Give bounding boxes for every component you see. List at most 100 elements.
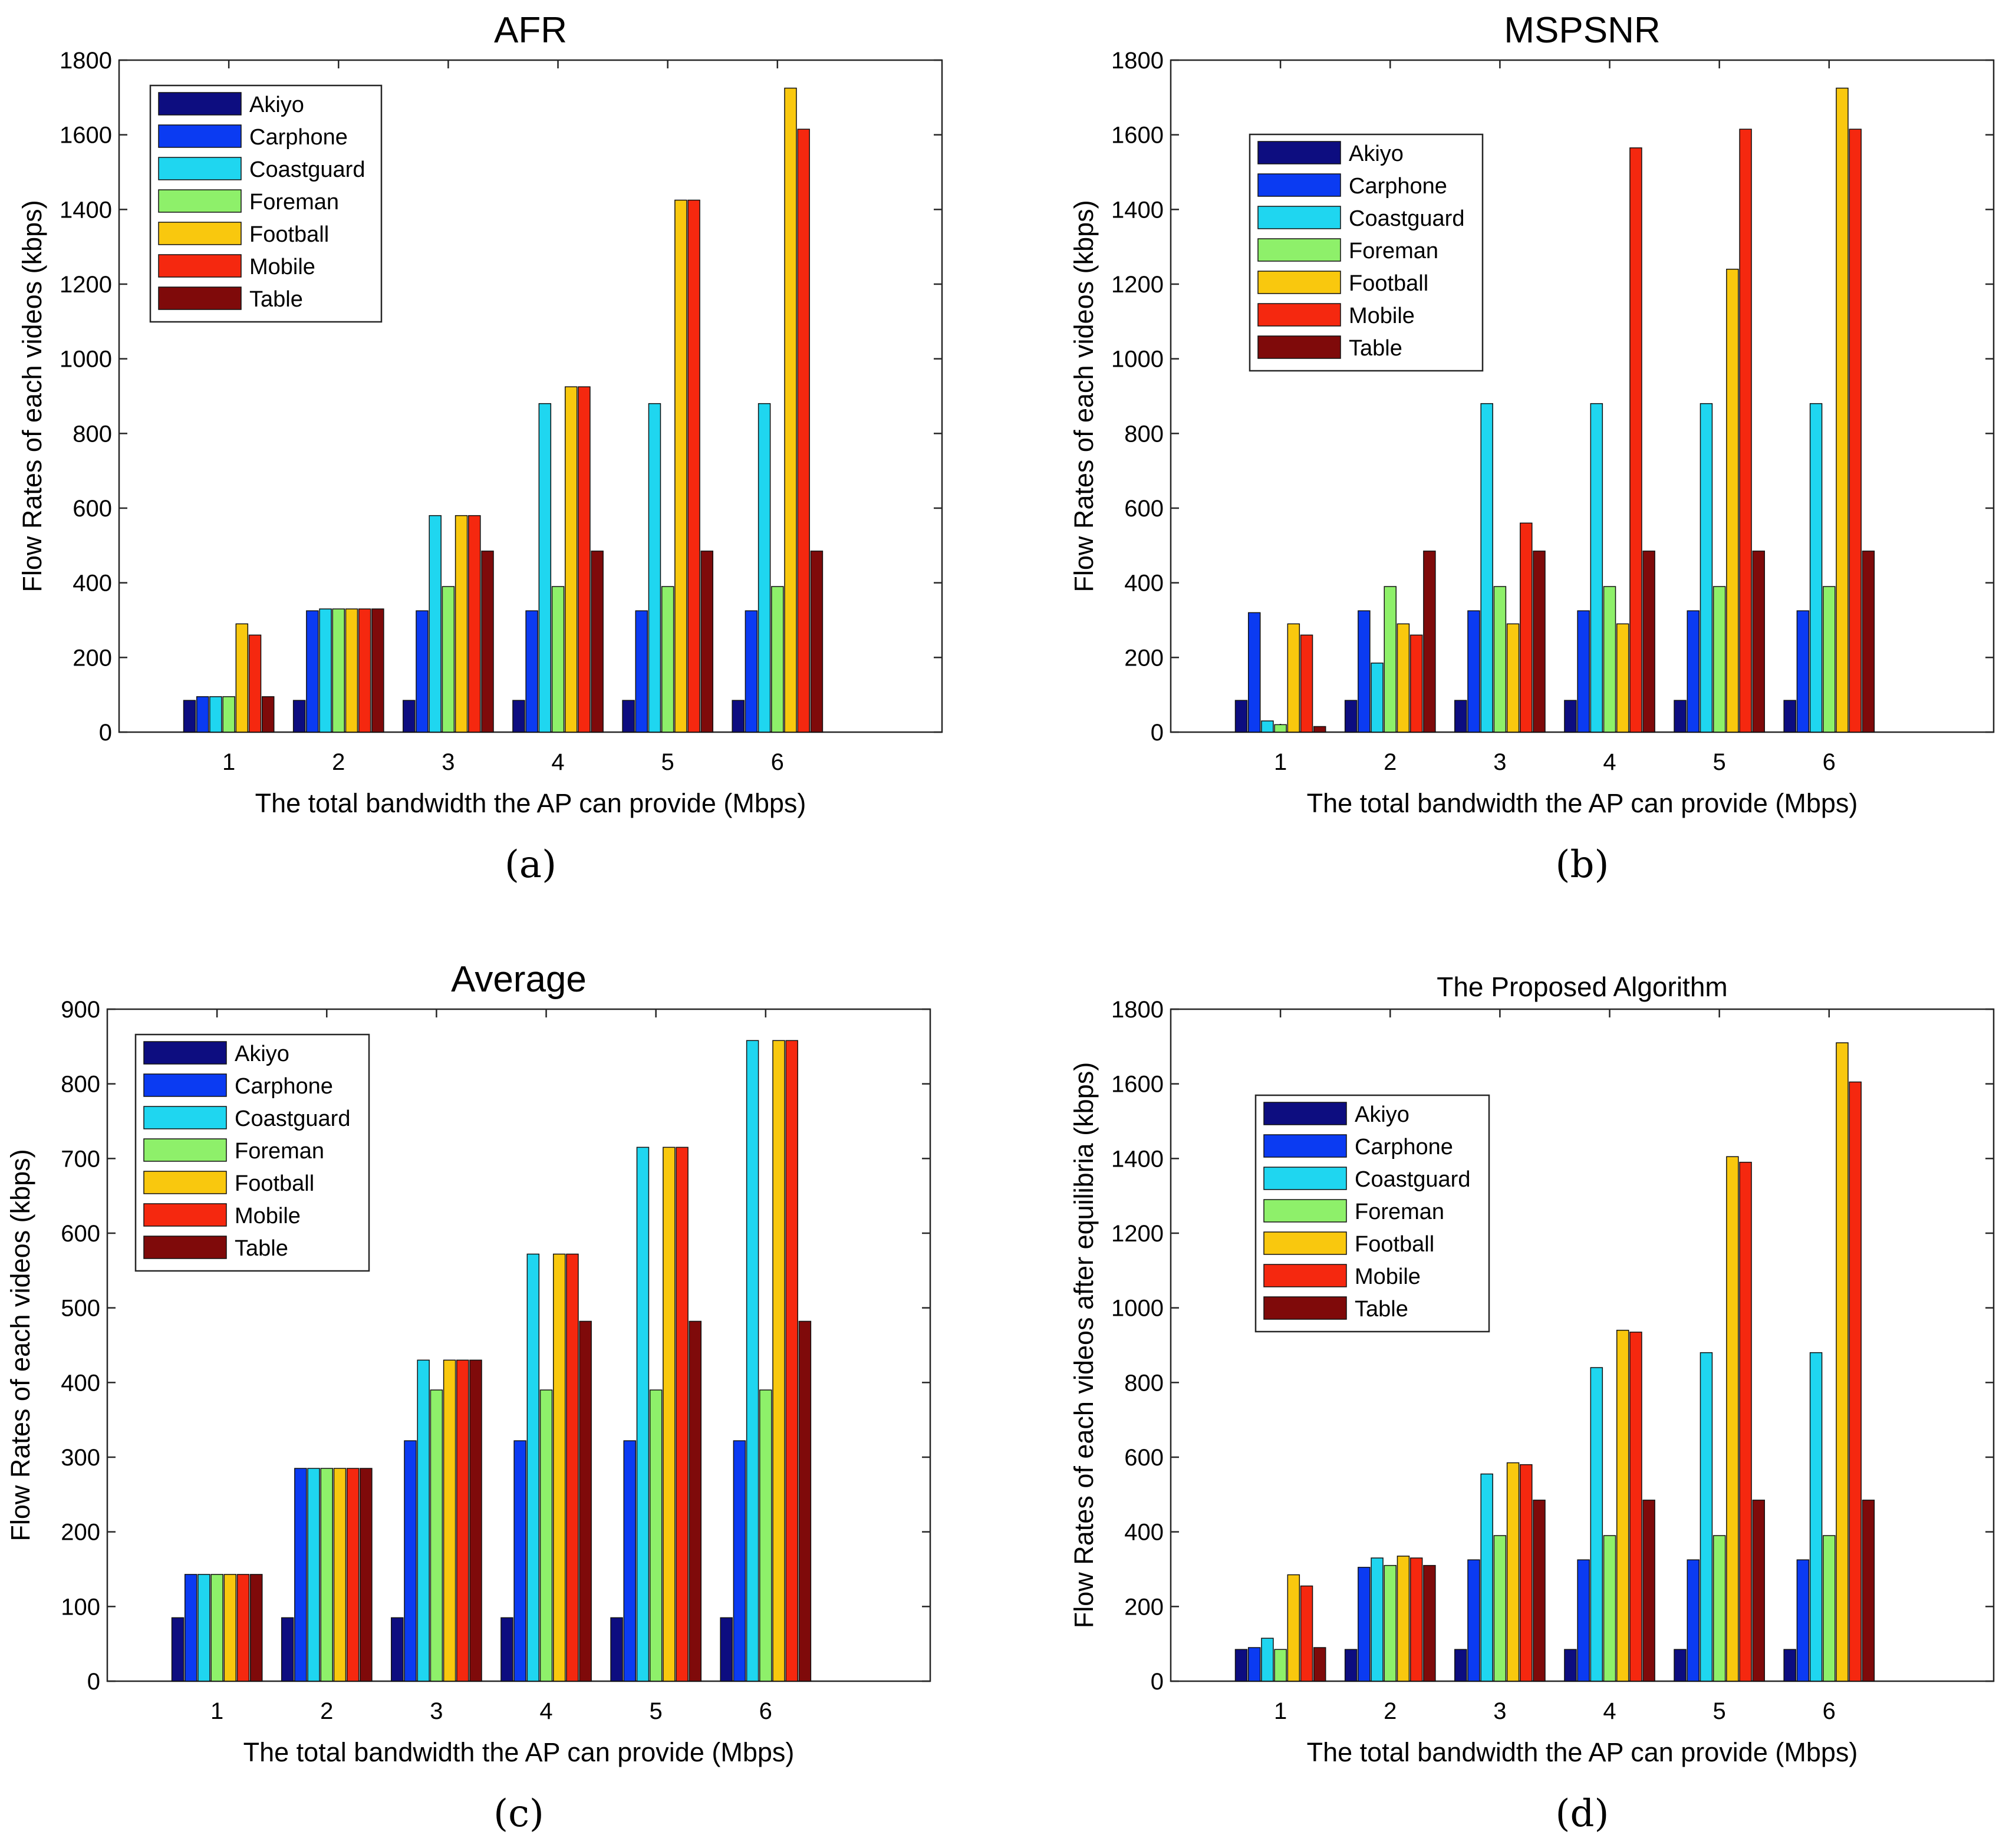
y-tick-label: 1000 bbox=[1111, 347, 1164, 373]
y-tick-label: 100 bbox=[61, 1594, 100, 1620]
chart-panel-a: 0 200 400 600 800 1000 1200 1400 1600 1800 1 2 3 4 5 6 T… bbox=[17, 10, 943, 887]
chart-title: AFR bbox=[494, 10, 567, 51]
x-tick-label: 5 bbox=[661, 749, 674, 775]
legend-label: Football bbox=[1355, 1232, 1434, 1257]
y-tick-label: 1800 bbox=[1111, 997, 1164, 1023]
bar-mobile bbox=[1629, 1332, 1642, 1682]
legend-swatch-foreman bbox=[1257, 238, 1341, 262]
bar-coastguard bbox=[1809, 1352, 1823, 1682]
y-tick-label: 400 bbox=[61, 1370, 100, 1396]
bar-akiyo bbox=[500, 1617, 513, 1682]
bar-foreman bbox=[1603, 1535, 1616, 1682]
x-tick-label: 4 bbox=[539, 1698, 552, 1724]
bar-foreman bbox=[222, 696, 235, 733]
y-tick-label: 0 bbox=[1151, 720, 1164, 746]
bar-akiyo bbox=[1344, 1649, 1358, 1682]
legend-label: Table bbox=[249, 287, 303, 312]
y-tick-label: 1600 bbox=[1111, 1072, 1164, 1098]
y-tick-label: 0 bbox=[99, 720, 112, 746]
bar-foreman bbox=[1493, 1535, 1507, 1682]
x-tick-label: 3 bbox=[442, 749, 455, 775]
bar-coastguard bbox=[1371, 663, 1384, 733]
legend-swatch-coastguard bbox=[158, 157, 242, 180]
bar-foreman bbox=[539, 1389, 553, 1682]
bar-coastguard bbox=[1809, 403, 1823, 733]
legend-swatch-mobile bbox=[1263, 1264, 1347, 1287]
x-tick-label: 6 bbox=[759, 1698, 772, 1724]
bar-football bbox=[235, 623, 249, 733]
bar-table bbox=[798, 1320, 812, 1682]
bar-football bbox=[552, 1253, 566, 1682]
y-tick-label: 1200 bbox=[1111, 1221, 1164, 1247]
bar-football bbox=[1506, 1462, 1520, 1682]
legend-swatch-table bbox=[1263, 1296, 1347, 1320]
x-tick-label: 5 bbox=[1713, 749, 1726, 775]
bar-football bbox=[443, 1359, 456, 1682]
x-axis-label: The total bandwidth the AP can provide (… bbox=[255, 788, 806, 818]
bar-table bbox=[591, 551, 604, 733]
bar-carphone bbox=[1358, 610, 1371, 733]
bar-football bbox=[1836, 1042, 1849, 1682]
bar-football bbox=[674, 199, 687, 733]
bar-foreman bbox=[649, 1389, 663, 1682]
bar-coastguard bbox=[1261, 720, 1274, 733]
x-tick-label: 3 bbox=[1493, 749, 1506, 775]
x-tick-label: 5 bbox=[1713, 1698, 1726, 1724]
bar-table bbox=[1752, 551, 1766, 733]
bar-akiyo bbox=[622, 700, 635, 733]
y-tick-label: 1200 bbox=[60, 272, 112, 298]
bar-football bbox=[1726, 268, 1739, 733]
legend-label: Mobile bbox=[235, 1204, 301, 1228]
x-tick-label: 4 bbox=[551, 749, 564, 775]
bar-football bbox=[1616, 1329, 1629, 1682]
bar-foreman bbox=[1384, 1564, 1397, 1682]
bar-akiyo bbox=[732, 700, 745, 733]
panel-caption: (b) bbox=[1556, 843, 1609, 887]
y-tick-label: 400 bbox=[1124, 1520, 1164, 1546]
legend-swatch-football bbox=[143, 1171, 227, 1194]
bar-coastguard bbox=[538, 403, 552, 733]
bar-mobile bbox=[1849, 1081, 1862, 1682]
bar-mobile bbox=[1300, 1585, 1313, 1682]
bar-foreman bbox=[1823, 586, 1836, 733]
bar-carphone bbox=[1467, 1559, 1480, 1682]
bar-foreman bbox=[1493, 586, 1507, 733]
y-tick-label: 400 bbox=[73, 571, 112, 597]
chart-panel-c: 0 100 200 300 400 500 600 700 800 900 1 2 3 4 5 6 The to… bbox=[5, 959, 931, 1836]
legend: Akiyo Carphone Coastguard Foreman Football Mo… bbox=[149, 84, 383, 323]
bar-table bbox=[1642, 551, 1655, 733]
bar-carphone bbox=[416, 610, 429, 733]
y-tick-label: 1400 bbox=[1111, 197, 1164, 223]
y-tick-label: 600 bbox=[61, 1221, 100, 1247]
legend-swatch-table bbox=[143, 1236, 227, 1259]
bar-akiyo bbox=[1674, 1649, 1687, 1682]
bar-carphone bbox=[196, 696, 209, 733]
bar-foreman bbox=[771, 586, 784, 733]
legend-swatch-coastguard bbox=[1263, 1167, 1347, 1190]
x-tick-label: 1 bbox=[222, 749, 235, 775]
bar-carphone bbox=[1577, 1559, 1590, 1682]
bar-table bbox=[1313, 726, 1326, 733]
legend-swatch-football bbox=[1257, 271, 1341, 294]
bar-foreman bbox=[442, 586, 455, 733]
y-tick-label: 800 bbox=[1124, 1370, 1164, 1396]
bar-table bbox=[360, 1468, 373, 1682]
bar-carphone bbox=[513, 1440, 526, 1682]
bar-akiyo bbox=[720, 1617, 733, 1682]
y-tick-label: 1400 bbox=[1111, 1146, 1164, 1172]
bar-football bbox=[772, 1040, 785, 1682]
y-tick-label: 300 bbox=[61, 1445, 100, 1471]
bar-akiyo bbox=[292, 700, 306, 733]
x-tick-label: 5 bbox=[650, 1698, 663, 1724]
legend-label: Foreman bbox=[249, 190, 339, 215]
bar-football bbox=[223, 1574, 237, 1682]
bar-mobile bbox=[1520, 522, 1533, 733]
bar-football bbox=[345, 608, 358, 733]
y-tick-label: 1600 bbox=[1111, 123, 1164, 149]
chart-panel-b: 0 200 400 600 800 1000 1200 1400 1600 1800 1 2 3 4 5 6 T… bbox=[1069, 10, 1995, 887]
y-tick-label: 200 bbox=[61, 1520, 100, 1546]
legend-swatch-mobile bbox=[158, 254, 242, 278]
y-tick-label: 500 bbox=[61, 1296, 100, 1322]
y-tick-label: 900 bbox=[61, 997, 100, 1023]
